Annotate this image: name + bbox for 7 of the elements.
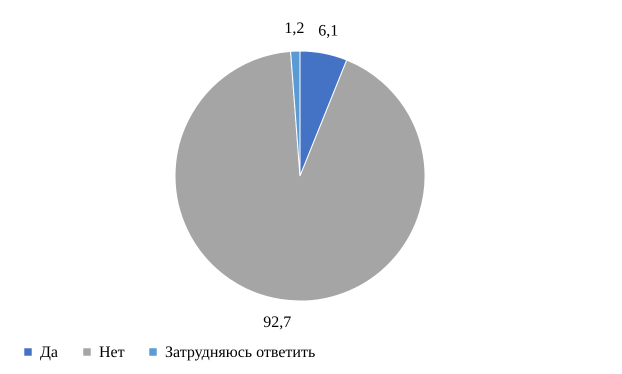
legend-label: Да — [40, 344, 58, 361]
pie-slice — [174, 50, 426, 302]
data-label: 1,2 — [284, 20, 304, 38]
data-label: 6,1 — [318, 22, 338, 40]
data-label: 92,7 — [263, 314, 292, 332]
legend-label: Нет — [99, 344, 125, 361]
legend-label: Затрудняюсь ответить — [165, 344, 316, 361]
